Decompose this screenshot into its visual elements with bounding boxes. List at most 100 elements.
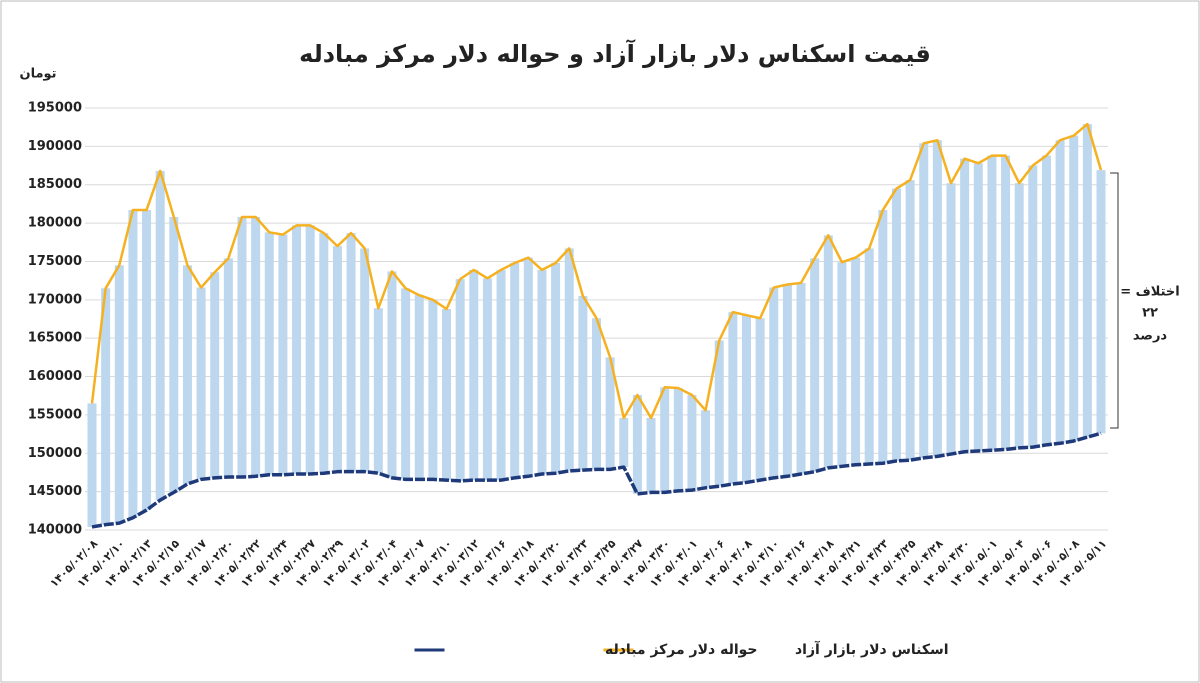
y-tick-label: 140000	[28, 523, 82, 538]
bar	[1001, 155, 1011, 450]
bar	[442, 309, 452, 481]
y-tick-label: 150000	[28, 446, 82, 461]
bar	[714, 340, 724, 487]
bar	[251, 216, 261, 477]
bar	[987, 155, 997, 451]
bar	[673, 388, 683, 491]
y-tick-label: 160000	[28, 369, 82, 384]
chart-title: قیمت اسکناس دلار بازار آزاد و حواله دلار…	[299, 39, 931, 68]
bar	[496, 269, 506, 481]
bar	[687, 394, 697, 491]
bar	[605, 357, 615, 470]
bar	[360, 248, 370, 472]
bar	[769, 287, 779, 478]
bar	[851, 257, 861, 465]
bar	[387, 271, 397, 478]
bar	[1055, 140, 1065, 444]
bar	[264, 232, 274, 475]
legend-label: حواله دلار مرکز مبادله	[605, 642, 758, 658]
bar	[537, 269, 547, 474]
bar	[182, 265, 192, 484]
annotation: درصد	[1133, 329, 1168, 344]
bar	[660, 387, 670, 493]
bar	[223, 258, 233, 478]
bar	[551, 262, 561, 474]
bar	[319, 233, 329, 474]
bar	[101, 288, 111, 525]
bar	[401, 288, 411, 480]
bar	[592, 318, 601, 470]
bar	[210, 272, 220, 478]
y-axis-label: تومان	[19, 67, 56, 82]
legend-label: اسکناس دلار بازار آزاد	[795, 640, 949, 658]
bar	[728, 312, 738, 484]
bar	[810, 258, 820, 472]
bar	[292, 225, 302, 474]
bar	[864, 248, 874, 465]
y-tick-label: 165000	[28, 331, 82, 346]
bar	[346, 233, 356, 472]
bar	[87, 403, 97, 527]
bar	[932, 140, 942, 457]
bar	[482, 278, 492, 481]
bar	[1096, 170, 1106, 434]
bar	[878, 210, 888, 464]
bar	[469, 269, 479, 481]
bar	[142, 210, 152, 511]
series-line	[91, 431, 1102, 529]
bar	[837, 262, 847, 467]
legend: اسکناس دلار بازار آزاد حواله دلار مرکز مب…	[414, 640, 949, 658]
bar	[564, 248, 574, 471]
bar	[414, 295, 424, 480]
bar	[960, 158, 970, 452]
y-tick-label: 155000	[28, 407, 82, 422]
bar	[823, 235, 833, 468]
annotation: ۲۲	[1142, 306, 1158, 321]
y-tick-label: 175000	[28, 254, 82, 269]
bar	[919, 143, 929, 458]
bar	[646, 417, 656, 493]
bar	[278, 234, 288, 475]
bar	[796, 282, 806, 474]
bar	[782, 284, 792, 477]
bar	[973, 163, 983, 451]
bar	[891, 188, 901, 461]
y-tick-label: 195000	[28, 101, 82, 116]
bar	[619, 417, 629, 468]
bar	[373, 308, 383, 474]
annotation: اختلاف =	[1120, 285, 1180, 300]
y-tick-label: 185000	[28, 177, 82, 192]
bar	[1069, 135, 1079, 441]
bar	[755, 318, 765, 481]
bar	[1082, 124, 1092, 438]
bar	[128, 210, 138, 518]
bar	[196, 287, 206, 480]
bar	[155, 170, 165, 501]
bar	[523, 257, 533, 477]
bar	[946, 183, 956, 455]
bar	[305, 225, 315, 474]
bar	[510, 262, 520, 478]
bar	[632, 394, 642, 494]
bar	[237, 216, 247, 478]
bar	[428, 299, 438, 480]
y-tick-label: 145000	[28, 484, 82, 499]
bar	[1014, 183, 1024, 448]
bar	[741, 315, 751, 483]
bar	[114, 265, 124, 524]
y-tick-label: 170000	[28, 292, 82, 307]
bar	[169, 216, 179, 493]
bar	[905, 180, 915, 461]
bar	[455, 279, 465, 481]
bar	[1041, 155, 1051, 445]
y-tick-label: 190000	[28, 139, 82, 154]
bar	[578, 295, 588, 471]
bar	[332, 246, 342, 472]
bar	[1028, 165, 1038, 448]
bracket	[1110, 172, 1119, 429]
y-tick-label: 180000	[28, 216, 82, 231]
bar	[701, 410, 711, 488]
series-line	[90, 122, 1103, 420]
